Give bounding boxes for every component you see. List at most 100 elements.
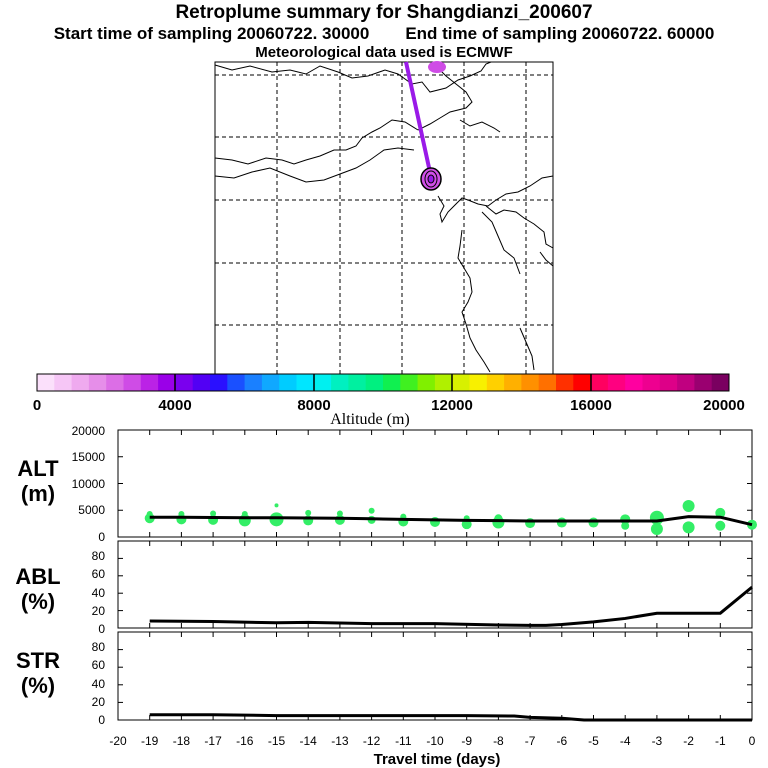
map-frame [214,61,554,376]
colorbar-swatch [417,374,436,391]
x-tick-label: -5 [588,734,599,748]
colorbar-swatch [296,374,315,391]
alt-ytick: 15000 [72,450,106,464]
colorbar-swatch [383,374,401,391]
colorbar-tick: 0 [33,397,41,414]
altitude-point [269,512,284,527]
abl-series-line [149,585,753,627]
trajectory-path [404,61,435,187]
trajectory-map [214,61,554,376]
str-ytick: 40 [92,677,106,691]
colorbar-swatch [504,374,522,391]
colorbar-swatch [158,374,176,391]
alt-ytick: 0 [98,530,105,544]
colorbar-swatch [348,374,367,391]
colorbar-swatch [140,374,159,391]
colorbar-tick: 16000 [570,397,612,414]
x-tick-label: -2 [683,734,694,748]
panel-abl [117,540,753,629]
x-tick-label: -8 [493,734,504,748]
altitude-point [305,509,312,516]
colorbar-swatch [261,374,280,391]
colorbar-swatch [711,374,730,391]
abl-ylabel: ABL [15,564,60,589]
colorbar-swatch [210,374,228,391]
str-ytick: 80 [92,640,106,654]
x-tick-label: -19 [141,734,159,748]
x-tick-label: -20 [109,734,127,748]
str-yticks: 80 60 40 20 0 [92,640,106,727]
colorbar-swatch [400,374,419,391]
colorbar-swatch [486,374,505,391]
x-tick-label: -17 [204,734,222,748]
colorbar-swatch [192,374,211,391]
x-tick-label: -18 [173,734,191,748]
colorbar-tick-labels: 0 4000 8000 12000 16000 20000 [33,397,745,414]
alt-ytick: 20000 [72,424,106,438]
colorbar-swatch [227,374,246,391]
str-series-line [149,713,752,722]
altitude-point [178,510,185,517]
colorbar-tick: 8000 [297,397,330,414]
colorbar-swatch [331,374,349,391]
colorbar-swatch [365,374,384,391]
mean-altitude-line [149,515,753,527]
altitude-point [682,499,695,512]
altitude-colorbar [36,373,730,392]
altitude-point [715,520,726,531]
colorbar-swatch [279,374,297,391]
x-axis-label: Travel time (days) [374,751,501,768]
altitude-point [682,521,695,534]
map-coastlines [214,61,554,373]
altitude-point [649,510,664,525]
end-time-text: End time of sampling 20060722. 60000 [405,24,715,43]
altitude-point [556,517,567,528]
altitude-point [588,517,599,528]
chart-title: Retroplume summary for Shangdianzi_20060… [175,2,593,23]
abl-yticks: 80 60 40 20 0 [92,549,106,636]
altitude-point [274,503,279,508]
x-tick-label: -10 [426,734,444,748]
abl-ytick: 0 [98,622,105,636]
alt-ytick: 5000 [78,503,105,517]
abl-ytick: 20 [92,604,106,618]
altitude-point [368,507,375,514]
colorbar-swatch [106,374,124,391]
panel-frame [117,540,753,629]
alt-ylabel: ALT [17,456,59,481]
panel-alt [117,429,757,538]
altitude-point [146,510,153,517]
colorbar-swatch [452,374,470,391]
colorbar-swatch [590,374,609,391]
colorbar-swatch [573,374,592,391]
x-tick-label: -3 [652,734,663,748]
str-ylabel: STR [16,648,60,673]
colorbar-tick: 4000 [158,397,191,414]
colorbar-swatch [469,374,488,391]
trajectory [404,61,446,191]
x-tick-label: -6 [556,734,567,748]
abl-ytick: 80 [92,549,106,563]
x-tick-label: -14 [300,734,318,748]
colorbar-swatch [521,374,540,391]
colorbar-swatch [434,374,453,391]
colorbar-swatch [694,374,713,391]
colorbar-swatch [625,374,643,391]
x-tick-label: -15 [268,734,286,748]
trajectory-origin-marker [428,61,446,73]
timeseries-panels [117,429,757,722]
alt-ytick: 10000 [72,477,106,491]
abl-ytick: 40 [92,586,106,600]
sampling-times: Start time of sampling 20060722. 30000 En… [0,24,768,44]
str-ytick: 20 [92,695,106,709]
str-ytick: 0 [98,713,105,727]
colorbar-swatch [313,374,332,391]
colorbar-tick: 20000 [703,397,745,414]
colorbar-swatch [88,374,107,391]
map-graticule [215,62,553,375]
release-site-marker [420,167,442,191]
colorbar-label: Altitude (m) [330,411,410,428]
altitude-point [336,510,343,517]
colorbar-swatch [244,374,263,391]
alt-ylabel-unit: (m) [21,481,55,506]
